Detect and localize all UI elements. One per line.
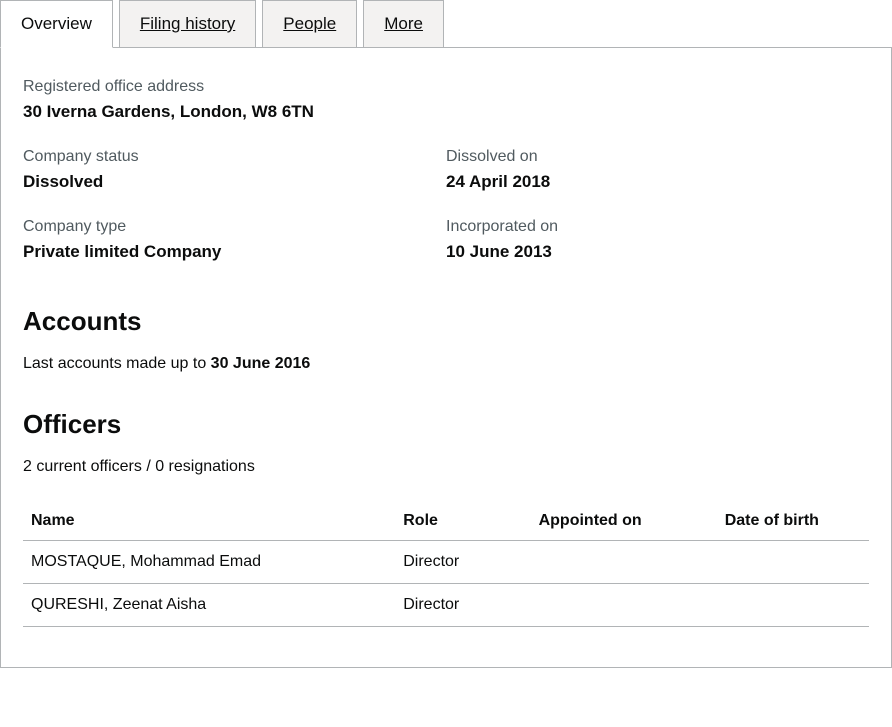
table-row: MOSTAQUE, Mohammad Emad Director: [23, 541, 869, 584]
officers-header-row: Name Role Appointed on Date of birth: [23, 502, 869, 541]
registered-address-block: Registered office address 30 Iverna Gard…: [23, 78, 869, 122]
tab-people[interactable]: People: [262, 0, 357, 48]
registered-address-value: 30 Iverna Gardens, London, W8 6TN: [23, 102, 869, 122]
tab-bar: Overview Filing history People More: [0, 0, 892, 48]
registered-address-label: Registered office address: [23, 78, 869, 96]
incorporated-on-block: Incorporated on 10 June 2013: [446, 218, 869, 262]
overview-panel: Registered office address 30 Iverna Gard…: [0, 47, 892, 668]
officers-heading: Officers: [23, 409, 869, 440]
company-type-block: Company type Private limited Company: [23, 218, 446, 262]
officer-dob: [717, 541, 869, 584]
col-header-appointed: Appointed on: [531, 502, 717, 541]
accounts-last-prefix: Last accounts made up to: [23, 355, 211, 372]
tab-filing-history[interactable]: Filing history: [119, 0, 256, 48]
officers-table: Name Role Appointed on Date of birth MOS…: [23, 502, 869, 627]
officer-name: QURESHI, Zeenat Aisha: [23, 584, 395, 627]
accounts-last-made-up: Last accounts made up to 30 June 2016: [23, 355, 869, 373]
dissolved-on-value: 24 April 2018: [446, 172, 869, 192]
company-status-value: Dissolved: [23, 172, 446, 192]
officer-name: MOSTAQUE, Mohammad Emad: [23, 541, 395, 584]
tab-more[interactable]: More: [363, 0, 444, 48]
incorporated-on-label: Incorporated on: [446, 218, 869, 236]
dissolved-on-block: Dissolved on 24 April 2018: [446, 148, 869, 192]
col-header-role: Role: [395, 502, 530, 541]
col-header-dob: Date of birth: [717, 502, 869, 541]
officer-dob: [717, 584, 869, 627]
officers-summary: 2 current officers / 0 resignations: [23, 458, 869, 476]
officer-role: Director: [395, 541, 530, 584]
company-type-label: Company type: [23, 218, 446, 236]
table-row: QURESHI, Zeenat Aisha Director: [23, 584, 869, 627]
dissolved-on-label: Dissolved on: [446, 148, 869, 166]
accounts-last-date: 30 June 2016: [211, 355, 311, 372]
incorporated-on-value: 10 June 2013: [446, 242, 869, 262]
officer-role: Director: [395, 584, 530, 627]
tab-overview[interactable]: Overview: [0, 0, 113, 48]
col-header-name: Name: [23, 502, 395, 541]
accounts-heading: Accounts: [23, 306, 869, 337]
company-status-label: Company status: [23, 148, 446, 166]
company-type-value: Private limited Company: [23, 242, 446, 262]
officer-appointed: [531, 584, 717, 627]
company-status-block: Company status Dissolved: [23, 148, 446, 192]
officer-appointed: [531, 541, 717, 584]
